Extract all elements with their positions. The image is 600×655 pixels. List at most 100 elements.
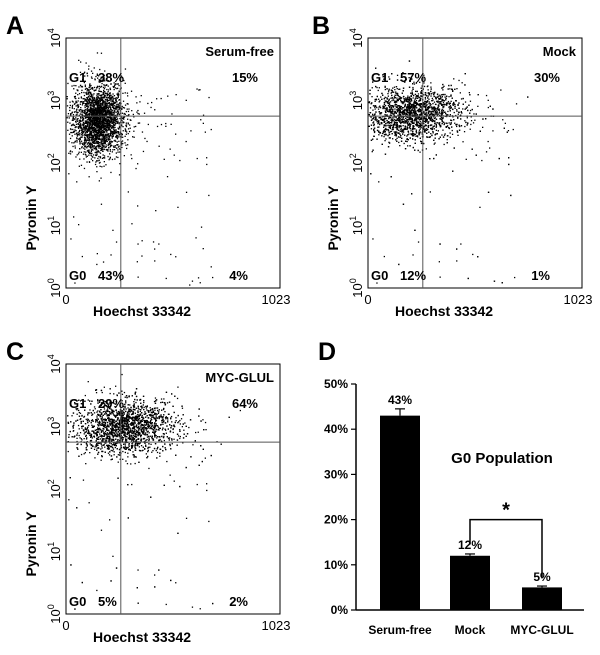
event-point <box>390 105 393 107</box>
event-point <box>402 113 404 116</box>
event-point <box>106 135 108 138</box>
events-cloud <box>66 52 214 286</box>
event-point <box>389 125 391 127</box>
event-point <box>89 122 91 124</box>
event-point <box>98 94 100 96</box>
event-point <box>375 105 377 107</box>
event-point <box>72 116 74 119</box>
event-point <box>384 113 386 116</box>
event-point <box>107 122 109 124</box>
event-point <box>417 241 420 243</box>
event-point <box>91 128 93 130</box>
event-point <box>126 147 128 150</box>
event-point <box>403 118 405 121</box>
event-point <box>396 79 399 81</box>
event-point <box>411 119 414 122</box>
event-point <box>95 99 98 101</box>
event-point <box>423 120 425 123</box>
event-point <box>101 116 103 119</box>
event-point <box>387 134 389 137</box>
event-point <box>86 161 88 163</box>
event-point <box>109 148 111 151</box>
event-point <box>109 111 111 113</box>
event-point <box>85 128 87 130</box>
event-point <box>388 126 390 128</box>
event-point <box>395 135 397 137</box>
event-point <box>106 110 108 112</box>
event-point <box>80 117 82 119</box>
event-point <box>96 127 98 129</box>
event-point <box>412 114 414 117</box>
event-point <box>395 106 398 108</box>
event-point <box>375 99 378 101</box>
event-point <box>441 114 443 116</box>
event-point <box>412 138 414 140</box>
event-point <box>431 114 434 116</box>
event-point <box>119 131 121 133</box>
event-point <box>452 103 454 105</box>
event-point <box>196 157 198 160</box>
event-point <box>108 133 110 135</box>
event-point <box>368 101 370 104</box>
event-point <box>66 117 68 119</box>
event-point <box>442 129 444 131</box>
event-point <box>444 96 446 98</box>
event-point <box>384 88 386 91</box>
event-point <box>407 131 410 133</box>
event-point <box>121 112 123 114</box>
event-point <box>427 124 430 127</box>
event-point <box>438 108 441 110</box>
event-point <box>97 112 99 115</box>
event-point <box>420 117 423 120</box>
event-point <box>79 143 81 145</box>
event-point <box>190 130 192 132</box>
event-point <box>82 133 84 135</box>
event-point <box>450 100 452 102</box>
event-point <box>391 110 393 112</box>
event-point <box>407 104 409 106</box>
event-point <box>430 117 432 119</box>
event-point <box>114 83 117 85</box>
event-point <box>433 117 436 120</box>
quadrant-g0-label: G0 <box>69 268 86 283</box>
event-point <box>514 276 516 279</box>
event-point <box>147 102 149 105</box>
event-point <box>407 134 409 136</box>
event-point <box>117 87 119 89</box>
event-point <box>416 122 418 124</box>
event-point <box>109 87 111 89</box>
event-point <box>67 129 69 131</box>
event-point <box>409 106 412 108</box>
event-point <box>92 98 94 100</box>
event-point <box>113 122 116 124</box>
event-point <box>88 125 90 127</box>
event-point <box>412 88 414 90</box>
event-point <box>90 93 92 95</box>
event-point <box>415 119 417 121</box>
event-point <box>436 112 438 114</box>
event-point <box>84 126 86 128</box>
event-point <box>385 127 387 130</box>
event-point <box>115 119 117 121</box>
event-point <box>410 133 412 136</box>
event-point <box>71 142 73 144</box>
event-point <box>113 145 115 147</box>
event-point <box>431 108 433 110</box>
event-point <box>111 113 114 115</box>
event-point <box>428 106 430 108</box>
event-point <box>126 92 129 94</box>
event-point <box>393 120 395 122</box>
event-point <box>427 111 429 113</box>
event-point <box>112 97 114 99</box>
event-point <box>138 113 140 115</box>
event-point <box>104 123 106 125</box>
event-point <box>110 112 112 114</box>
event-point <box>100 126 102 128</box>
event-point <box>527 96 529 98</box>
event-point <box>442 103 444 106</box>
event-point <box>81 120 83 122</box>
event-point <box>125 144 127 146</box>
event-point <box>420 140 422 142</box>
event-point <box>415 130 417 133</box>
event-point <box>387 146 390 148</box>
